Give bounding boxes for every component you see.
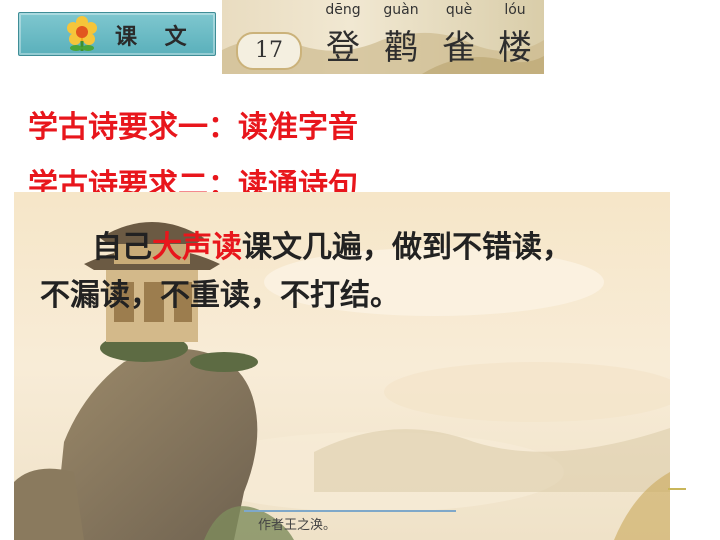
lesson-badge: 课 文	[18, 12, 216, 56]
instruction-text: 自己大声读课文几遍，做到不错读， 不漏读，不重读，不打结。	[40, 224, 680, 320]
decorative-line	[668, 488, 686, 490]
caption-divider	[244, 510, 456, 512]
hanzi: 登	[326, 28, 360, 68]
hanzi: 楼	[498, 28, 532, 68]
title-char: què 雀	[434, 2, 484, 69]
hanzi: 鹳	[384, 28, 418, 68]
instruction-line-2: 不漏读，不重读，不打结。	[40, 278, 400, 313]
banner-landscape	[222, 32, 544, 74]
lesson-number: 17	[236, 32, 302, 70]
author-caption: 作者王之涣。	[258, 518, 337, 533]
instruction-line-1: 自己大声读课文几遍，做到不错读，	[40, 224, 680, 272]
requirement-one: 学古诗要求一：读准字音	[28, 110, 358, 145]
pinyin: guàn	[383, 2, 419, 18]
hanzi: 雀	[442, 28, 476, 68]
pavilion-illustration	[14, 192, 670, 540]
title-banner: 17 dēng 登 guàn 鹳 què 雀 lóu 楼	[222, 0, 544, 74]
pinyin: què	[445, 2, 473, 18]
instruction-after: 课文几遍，做到不错读，	[242, 230, 572, 265]
badge-label: 课 文	[115, 24, 197, 50]
title-char: guàn 鹳	[376, 2, 426, 69]
title-char: lóu 楼	[490, 2, 540, 69]
pinyin: dēng	[325, 2, 361, 18]
title-char: dēng 登	[318, 2, 368, 69]
pinyin: lóu	[504, 2, 526, 18]
instruction-highlight: 大声读	[152, 230, 242, 265]
instruction-before: 自己	[92, 230, 152, 265]
flower-icon	[67, 16, 97, 51]
